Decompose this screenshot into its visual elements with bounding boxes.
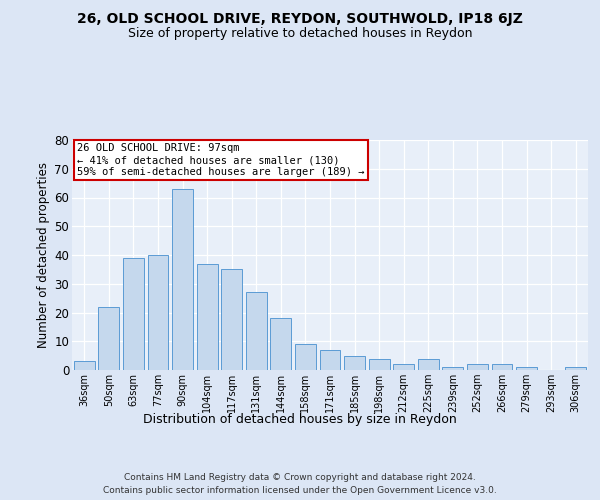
Bar bbox=[393, 364, 414, 370]
Bar bbox=[418, 358, 439, 370]
Text: Size of property relative to detached houses in Reydon: Size of property relative to detached ho… bbox=[128, 28, 472, 40]
Bar bbox=[320, 350, 340, 370]
Bar bbox=[246, 292, 267, 370]
Bar bbox=[565, 367, 586, 370]
Bar bbox=[368, 358, 389, 370]
Bar bbox=[172, 189, 193, 370]
Bar bbox=[123, 258, 144, 370]
Bar bbox=[148, 255, 169, 370]
Text: Contains public sector information licensed under the Open Government Licence v3: Contains public sector information licen… bbox=[103, 486, 497, 495]
Bar bbox=[467, 364, 488, 370]
Bar bbox=[344, 356, 365, 370]
Text: 26 OLD SCHOOL DRIVE: 97sqm
← 41% of detached houses are smaller (130)
59% of sem: 26 OLD SCHOOL DRIVE: 97sqm ← 41% of deta… bbox=[77, 144, 365, 176]
Bar bbox=[271, 318, 292, 370]
Y-axis label: Number of detached properties: Number of detached properties bbox=[37, 162, 50, 348]
Text: Contains HM Land Registry data © Crown copyright and database right 2024.: Contains HM Land Registry data © Crown c… bbox=[124, 472, 476, 482]
Bar bbox=[98, 306, 119, 370]
Bar bbox=[442, 367, 463, 370]
Text: 26, OLD SCHOOL DRIVE, REYDON, SOUTHWOLD, IP18 6JZ: 26, OLD SCHOOL DRIVE, REYDON, SOUTHWOLD,… bbox=[77, 12, 523, 26]
Bar bbox=[491, 364, 512, 370]
Bar bbox=[516, 367, 537, 370]
Bar bbox=[197, 264, 218, 370]
Bar bbox=[221, 270, 242, 370]
Text: Distribution of detached houses by size in Reydon: Distribution of detached houses by size … bbox=[143, 412, 457, 426]
Bar bbox=[74, 362, 95, 370]
Bar bbox=[295, 344, 316, 370]
